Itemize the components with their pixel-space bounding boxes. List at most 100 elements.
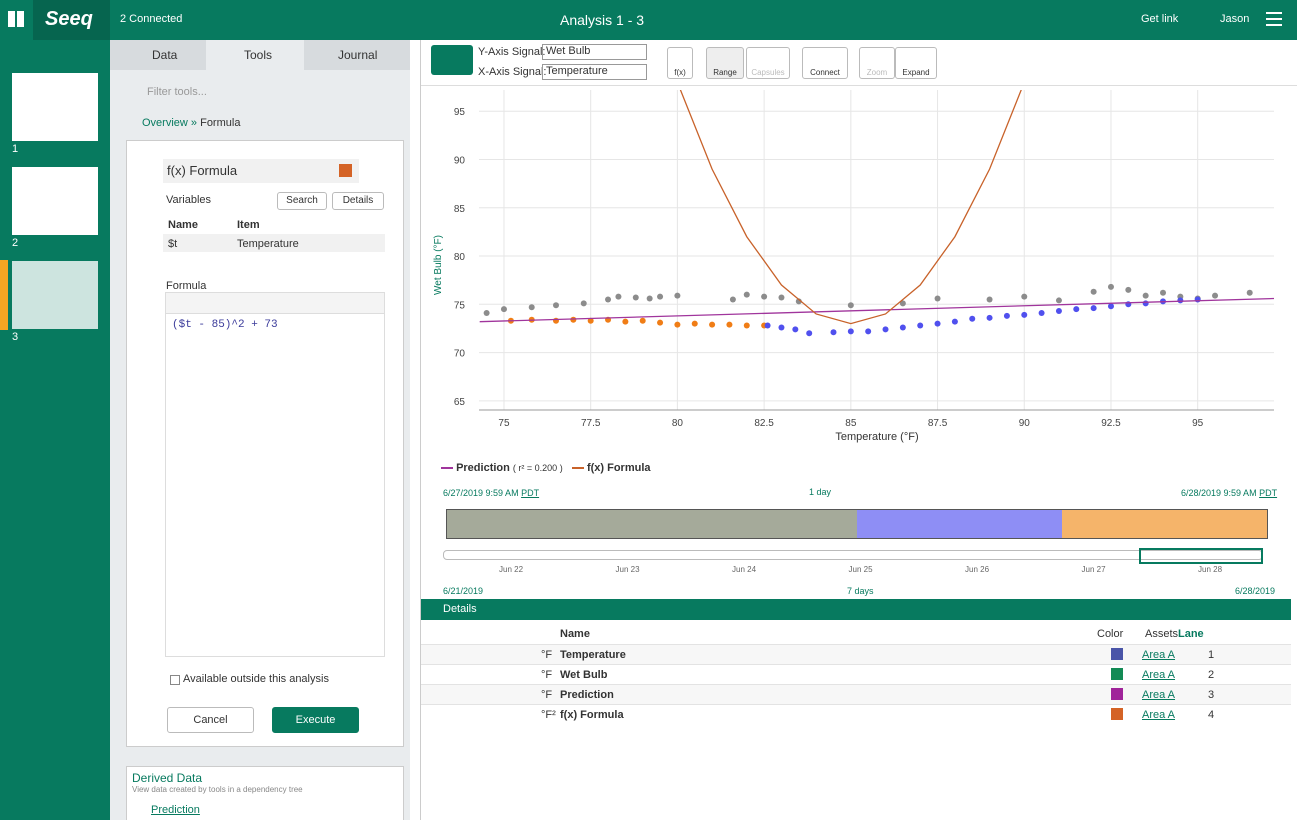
scatter-point [847,328,854,335]
scatter-point [951,318,958,325]
x-tick-label: 75 [498,418,510,429]
range-end[interactable]: 6/28/2019 [1235,586,1276,596]
top-bar: Seeq 2 Connected Analysis 1 - 3 Get link… [0,0,1297,40]
derived-item[interactable]: Prediction [151,804,200,816]
column-header[interactable]: Assets [1145,628,1179,640]
unit: °F [541,669,553,681]
step-size[interactable]: 1 day [809,487,832,497]
user-name[interactable]: Jason [1220,13,1250,25]
toolbar-button[interactable]: f(x) [667,47,693,79]
scatter-chart: Wet Bulb (°F) Temperature (°F) 75 77.5 80 8… [433,90,1274,443]
derived-title[interactable]: Derived Data [132,771,203,785]
section-label: Variables [166,194,212,206]
details-button[interactable]: Details [332,192,384,210]
cancel-button[interactable]: Cancel [167,707,254,733]
scatter-point [986,314,993,321]
scatter-point [1090,288,1097,295]
range-selection[interactable] [1139,548,1263,564]
search-button[interactable]: Search [277,192,327,210]
color-swatch[interactable] [339,164,352,177]
x-tick-label: 95 [1192,418,1204,429]
asset-link[interactable]: Area A [1142,649,1176,661]
menu-icon[interactable] [1266,12,1282,26]
breadcrumb-link[interactable]: Overview [142,117,188,129]
scatter-point [806,330,813,337]
details-table: Name Color Assets Lane °F Temperature Area… [421,622,1291,742]
column-header[interactable]: Color [1097,628,1124,640]
x-axis-signal-label: X-Axis Signal: [478,66,547,78]
capsule-overview[interactable] [446,509,1268,539]
toolbar-button[interactable]: Zoom [859,47,895,79]
worksheet-thumb[interactable] [12,167,98,235]
apps-icon[interactable] [8,11,24,27]
formula-editor[interactable]: ($t - 85)^2 + 73 [165,292,385,657]
column-header[interactable]: Name [560,628,590,640]
scatter-point [761,293,768,300]
scatter-point [1107,303,1114,310]
worksheet-number: 1 [12,143,19,155]
connection-status[interactable]: 2 Connected [120,13,183,25]
range-span[interactable]: 7 days [847,586,874,596]
scatter-point [882,326,889,333]
scatter-point [605,296,612,303]
legend-entry: Prediction [456,462,510,474]
display-end[interactable]: 6/28/2019 9:59 AM [1181,488,1257,498]
asset-link[interactable]: Area A [1142,709,1176,721]
get-link[interactable]: Get link [1141,13,1179,25]
asset-link[interactable]: Area A [1142,689,1176,701]
y-axis-signal-label: Y-Axis Signal: [478,46,546,58]
asset-link[interactable]: Area A [1142,669,1176,681]
formula-name-input[interactable]: f(x) Formula [163,159,359,183]
execute-button[interactable]: Execute [272,707,359,733]
r2-label: ( r² = 0.200 ) [512,463,563,473]
color-swatch[interactable] [1111,668,1123,680]
color-swatch[interactable] [1111,648,1123,660]
view-selector[interactable] [431,45,473,75]
worksheet-thumb[interactable] [12,261,98,329]
tab[interactable]: Journal [338,48,378,62]
checkbox-label[interactable]: Available outside this analysis [183,673,329,685]
timezone[interactable]: PDT [1259,488,1278,498]
toolbar-button[interactable]: Expand [895,47,937,79]
details-title[interactable]: Details [443,603,477,615]
analysis-title: Analysis 1 - 3 [560,12,645,28]
worksheet-thumb[interactable] [12,73,98,141]
y-axis-select[interactable]: Wet Bulb [542,44,647,60]
scatter-point [646,295,653,302]
scatter-point [632,294,639,301]
filter-input[interactable]: Filter tools... [147,86,207,98]
section-label: Formula [166,280,207,292]
column-header[interactable]: Lane [1178,628,1204,640]
scatter-point [830,329,837,336]
scatter-point [622,318,629,325]
toolbar-button[interactable]: Range [706,47,744,79]
series-line [679,90,1022,325]
y-tick-label: 95 [454,107,466,118]
scatter-point [1246,289,1253,296]
legend-entry: f(x) Formula [586,462,651,474]
unit: °F² [541,709,556,721]
display-start[interactable]: 6/27/2019 9:59 AM [443,488,519,498]
tab[interactable]: Data [152,48,178,62]
series-line [479,297,1274,323]
toolbar-button[interactable]: Connect [802,47,848,79]
logo[interactable]: Seeq [45,8,93,30]
details-header: Details [421,599,1291,620]
range-start[interactable]: 6/21/2019 [443,586,484,596]
timeline-end: 6/28/2019 9:59 AM PDT [1181,488,1277,498]
scatter-point [969,315,976,322]
color-swatch[interactable] [1111,688,1123,700]
x-axis-select[interactable]: Temperature [542,64,647,80]
toolbar-button[interactable]: Capsules [746,47,790,79]
scatter-point [615,293,622,300]
x-tick-label: 80 [672,418,684,429]
table-row: °F² f(x) Formula Area A 4 [421,704,1291,725]
unit: °F [541,649,553,661]
scatter-point [865,328,872,335]
timezone[interactable]: PDT [521,488,540,498]
color-swatch[interactable] [1111,708,1123,720]
tab[interactable]: Tools [244,48,273,62]
signal-name: Temperature [560,649,626,661]
scatter-point [639,317,646,324]
